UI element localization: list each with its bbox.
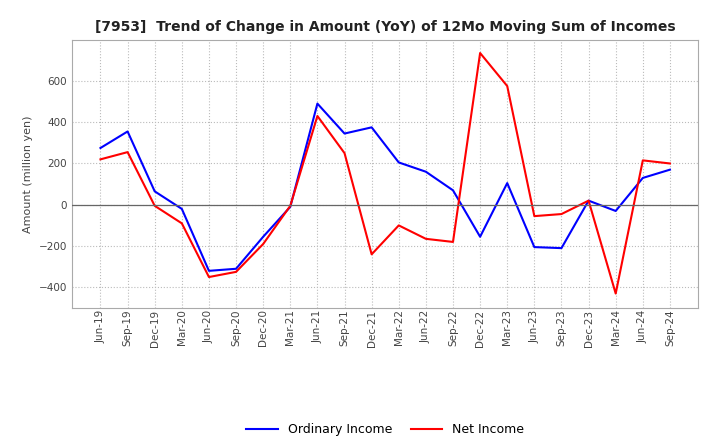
Ordinary Income [530, 245, 539, 250]
Net Income [178, 221, 186, 226]
Ordinary Income [611, 208, 620, 213]
Net Income [639, 158, 647, 163]
Net Income [476, 50, 485, 55]
Net Income [232, 269, 240, 275]
Ordinary Income [286, 204, 294, 209]
Ordinary Income [96, 145, 105, 150]
Net Income [395, 223, 403, 228]
Net Income [503, 84, 511, 89]
Net Income [259, 242, 268, 247]
Net Income [665, 161, 674, 166]
Net Income [313, 114, 322, 119]
Ordinary Income [449, 188, 457, 193]
Ordinary Income [421, 169, 430, 174]
Net Income [449, 239, 457, 245]
Ordinary Income [259, 234, 268, 239]
Net Income [557, 211, 566, 216]
Net Income [611, 291, 620, 296]
Ordinary Income [204, 268, 213, 274]
Ordinary Income [367, 125, 376, 130]
Ordinary Income [150, 189, 159, 194]
Y-axis label: Amount (million yen): Amount (million yen) [23, 115, 33, 233]
Ordinary Income [341, 131, 349, 136]
Ordinary Income [232, 266, 240, 271]
Title: [7953]  Trend of Change in Amount (YoY) of 12Mo Moving Sum of Incomes: [7953] Trend of Change in Amount (YoY) o… [95, 20, 675, 34]
Ordinary Income [123, 129, 132, 134]
Line: Ordinary Income: Ordinary Income [101, 103, 670, 271]
Net Income [123, 150, 132, 155]
Ordinary Income [476, 234, 485, 239]
Net Income [367, 252, 376, 257]
Ordinary Income [178, 206, 186, 212]
Net Income [286, 203, 294, 209]
Line: Net Income: Net Income [101, 53, 670, 293]
Ordinary Income [639, 175, 647, 180]
Net Income [150, 203, 159, 209]
Ordinary Income [584, 198, 593, 203]
Net Income [421, 236, 430, 242]
Ordinary Income [557, 246, 566, 251]
Net Income [341, 150, 349, 156]
Ordinary Income [313, 101, 322, 106]
Net Income [530, 213, 539, 219]
Net Income [584, 198, 593, 203]
Net Income [96, 157, 105, 162]
Ordinary Income [395, 160, 403, 165]
Net Income [204, 275, 213, 280]
Legend: Ordinary Income, Net Income: Ordinary Income, Net Income [241, 418, 529, 440]
Ordinary Income [665, 167, 674, 172]
Ordinary Income [503, 180, 511, 186]
